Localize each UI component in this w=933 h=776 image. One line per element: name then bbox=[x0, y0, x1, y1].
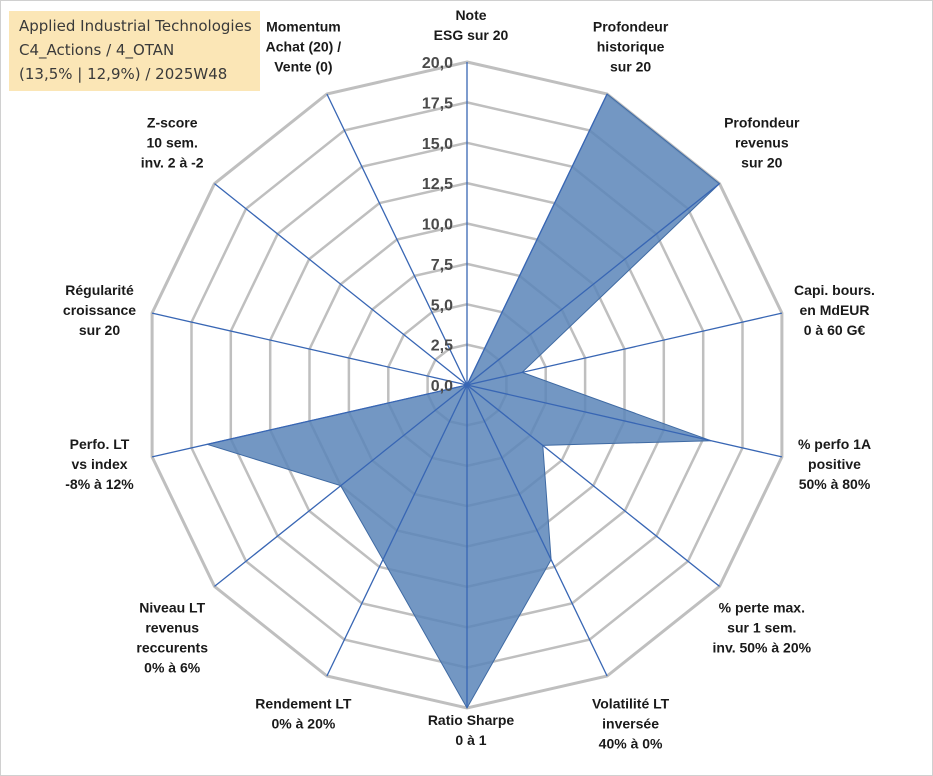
axis-label-line: Perfo. LT bbox=[70, 436, 130, 452]
spoke-4 bbox=[466, 384, 783, 458]
radar-series bbox=[205, 93, 721, 710]
axis-labels: Note ESG sur 20 Profondeur historique sur 20… bbox=[63, 7, 875, 752]
spoke-9 bbox=[214, 384, 468, 587]
spoke-11 bbox=[151, 312, 468, 386]
axis-label-line: 0% à 6% bbox=[144, 659, 201, 675]
axis-label-4: % perfo 1A positive 50% à 80% bbox=[798, 436, 871, 492]
axis-label-3: Capi. bours. en MdEUR 0 à 60 G€ bbox=[794, 282, 875, 338]
axis-label-line: 50% à 80% bbox=[799, 476, 871, 492]
tick-label: 10,0 bbox=[422, 217, 453, 234]
axis-label-line: sur 20 bbox=[610, 58, 651, 74]
spoke-6 bbox=[466, 384, 608, 677]
axis-label-8: Rendement LT 0% à 20% bbox=[255, 696, 352, 732]
axis-label-line: sur 1 sem. bbox=[727, 619, 796, 635]
axis-label-line: 40% à 0% bbox=[599, 736, 663, 752]
tick-label: 5,0 bbox=[431, 297, 453, 314]
spoke-13 bbox=[326, 93, 468, 386]
axis-label-line: % perte max. bbox=[719, 599, 805, 615]
chart-title-box: Applied Industrial Technologies C4_Actio… bbox=[9, 11, 260, 91]
axis-label-line: Note bbox=[455, 7, 486, 23]
spoke-1 bbox=[466, 93, 608, 386]
axis-label-line: Niveau LT bbox=[139, 599, 205, 615]
axis-label-line: sur 20 bbox=[79, 322, 120, 338]
chart-title-company: Applied Industrial Technologies bbox=[19, 17, 252, 35]
axis-label-line: en MdEUR bbox=[800, 302, 870, 318]
spoke-10 bbox=[151, 384, 468, 458]
tick-label: 17,5 bbox=[422, 95, 453, 112]
axis-label-12: Z-score 10 sem. inv. 2 à -2 bbox=[141, 115, 204, 171]
spoke-2 bbox=[466, 183, 720, 386]
axis-label-line: Rendement LT bbox=[255, 696, 352, 712]
axis-label-10: Perfo. LT vs index -8% à 12% bbox=[65, 436, 134, 492]
spoke-8 bbox=[326, 384, 468, 677]
axis-label-line: croissance bbox=[63, 302, 136, 318]
axis-label-line: Régularité bbox=[65, 282, 134, 298]
radial-tick-labels: 0,0 2,5 5,0 7,5 10,0 12,5 15,0 17,5 20,0 bbox=[422, 55, 453, 395]
axis-label-line: Ratio Sharpe bbox=[428, 712, 515, 728]
axis-label-9: Niveau LT revenus reccurents 0% à 6% bbox=[136, 599, 208, 675]
spoke-3 bbox=[466, 312, 783, 386]
tick-label: 0,0 bbox=[431, 378, 453, 395]
axis-label-line: ESG sur 20 bbox=[434, 27, 509, 43]
axis-label-line: 0 à 60 G€ bbox=[804, 322, 866, 338]
axis-label-line: Vente (0) bbox=[274, 58, 332, 74]
axis-label-6: Volatilité LT inversée 40% à 0% bbox=[592, 696, 670, 752]
axis-label-line: Achat (20) / bbox=[266, 38, 342, 54]
axis-label-2: Profondeur revenus sur 20 bbox=[724, 115, 800, 171]
axis-label-line: Volatilité LT bbox=[592, 696, 670, 712]
chart-title-stats: (13,5% | 12,9%) / 2025W48 bbox=[19, 65, 228, 83]
axis-label-line: inv. 2 à -2 bbox=[141, 155, 204, 171]
axis-label-line: historique bbox=[597, 38, 665, 54]
axis-label-line: -8% à 12% bbox=[65, 476, 134, 492]
axis-label-7: Ratio Sharpe 0 à 1 bbox=[428, 712, 515, 748]
axis-label-line: revenus bbox=[145, 619, 199, 635]
axis-label-1: Profondeur historique sur 20 bbox=[593, 18, 669, 74]
axis-label-line: reccurents bbox=[136, 639, 208, 655]
axis-label-5: % perte max. sur 1 sem. inv. 50% à 20% bbox=[713, 599, 812, 655]
tick-label: 7,5 bbox=[431, 257, 453, 274]
axis-label-line: sur 20 bbox=[741, 155, 782, 171]
axis-label-line: 0% à 20% bbox=[271, 716, 335, 732]
axis-label-line: Profondeur bbox=[724, 115, 800, 131]
axis-label-line: vs index bbox=[71, 456, 127, 472]
axis-label-line: Z-score bbox=[147, 115, 198, 131]
axis-label-line: 0 à 1 bbox=[455, 732, 486, 748]
tick-label: 2,5 bbox=[431, 338, 453, 355]
axis-label-line: inversée bbox=[602, 716, 659, 732]
axis-label-line: Profondeur bbox=[593, 18, 669, 34]
axis-label-13: Momentum Achat (20) / Vente (0) bbox=[266, 18, 342, 74]
spoke-12 bbox=[214, 183, 468, 386]
axis-label-11: Régularité croissance sur 20 bbox=[63, 282, 136, 338]
axis-label-line: revenus bbox=[735, 135, 789, 151]
tick-label: 15,0 bbox=[422, 136, 453, 153]
axis-label-line: 10 sem. bbox=[147, 135, 198, 151]
axis-label-line: inv. 50% à 20% bbox=[713, 639, 812, 655]
axis-label-line: positive bbox=[808, 456, 861, 472]
tick-label: 12,5 bbox=[422, 176, 453, 193]
spoke-5 bbox=[466, 384, 720, 587]
chart-title-category: C4_Actions / 4_OTAN bbox=[19, 41, 175, 59]
axis-label-0: Note ESG sur 20 bbox=[434, 7, 509, 43]
axis-label-line: Capi. bours. bbox=[794, 282, 875, 298]
axis-label-line: % perfo 1A bbox=[798, 436, 871, 452]
axis-label-line: Momentum bbox=[266, 18, 341, 34]
radar-spokes bbox=[151, 62, 783, 708]
tick-label: 20,0 bbox=[422, 55, 453, 72]
series-area bbox=[205, 93, 721, 710]
